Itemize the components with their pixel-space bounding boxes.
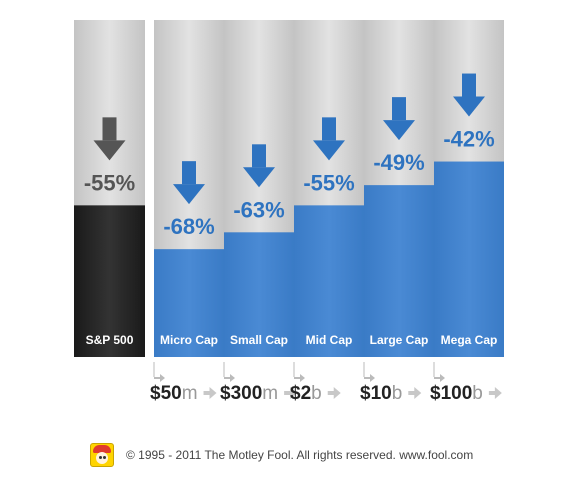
bar-micro-cap: [154, 249, 224, 357]
category-label: Large Cap: [370, 333, 429, 347]
down-arrow-icon: [173, 161, 205, 205]
right-arrow-icon: [327, 387, 341, 399]
bar-mega-cap: [434, 161, 504, 357]
value-label: -55%: [303, 170, 354, 195]
jester-hat-logo-icon: [90, 443, 114, 467]
tick-marker: [223, 362, 235, 382]
down-arrow-icon: [313, 117, 345, 161]
down-arrow-icon: [93, 117, 126, 161]
value-label: -55%: [84, 170, 135, 195]
down-arrow-icon: [243, 144, 275, 188]
bar-large-cap: [364, 185, 434, 357]
copyright-text: © 1995 - 2011 The Motley Fool. All right…: [126, 448, 474, 462]
tick-marker: [153, 362, 165, 382]
tick-label: $2b: [290, 383, 322, 404]
tick-marker: [363, 362, 375, 382]
bar-s-p-500: [74, 205, 145, 357]
category-label: Mid Cap: [306, 333, 353, 347]
footer: © 1995 - 2011 The Motley Fool. All right…: [90, 443, 473, 467]
down-arrow-icon: [383, 97, 415, 141]
right-arrow-icon: [203, 387, 217, 399]
category-label: S&P 500: [86, 333, 134, 347]
category-label: Mega Cap: [441, 333, 498, 347]
tick-label: $50m: [150, 383, 198, 404]
down-arrow-icon: [453, 73, 485, 117]
value-label: -42%: [443, 127, 494, 152]
tick-label: $100b: [430, 383, 483, 404]
right-arrow-icon: [284, 387, 298, 399]
plot-area: -55% S&P 500 -68% Micro Cap -63% Small Cap -55…: [74, 20, 504, 404]
right-arrow-icon: [408, 387, 422, 399]
chart: -55% S&P 500 -68% Micro Cap -63% Small Cap -55…: [74, 20, 504, 404]
value-label: -49%: [373, 150, 424, 175]
right-arrow-icon: [488, 387, 502, 399]
tick-label: $10b: [360, 383, 402, 404]
category-label: Micro Cap: [160, 333, 218, 347]
bar-small-cap: [224, 232, 294, 357]
value-label: -63%: [233, 197, 284, 222]
tick-label: $300m: [220, 383, 278, 404]
value-label: -68%: [163, 214, 214, 239]
category-label: Small Cap: [230, 333, 288, 347]
tick-marker: [293, 362, 305, 382]
tick-marker: [433, 362, 445, 382]
bar-mid-cap: [294, 205, 364, 357]
